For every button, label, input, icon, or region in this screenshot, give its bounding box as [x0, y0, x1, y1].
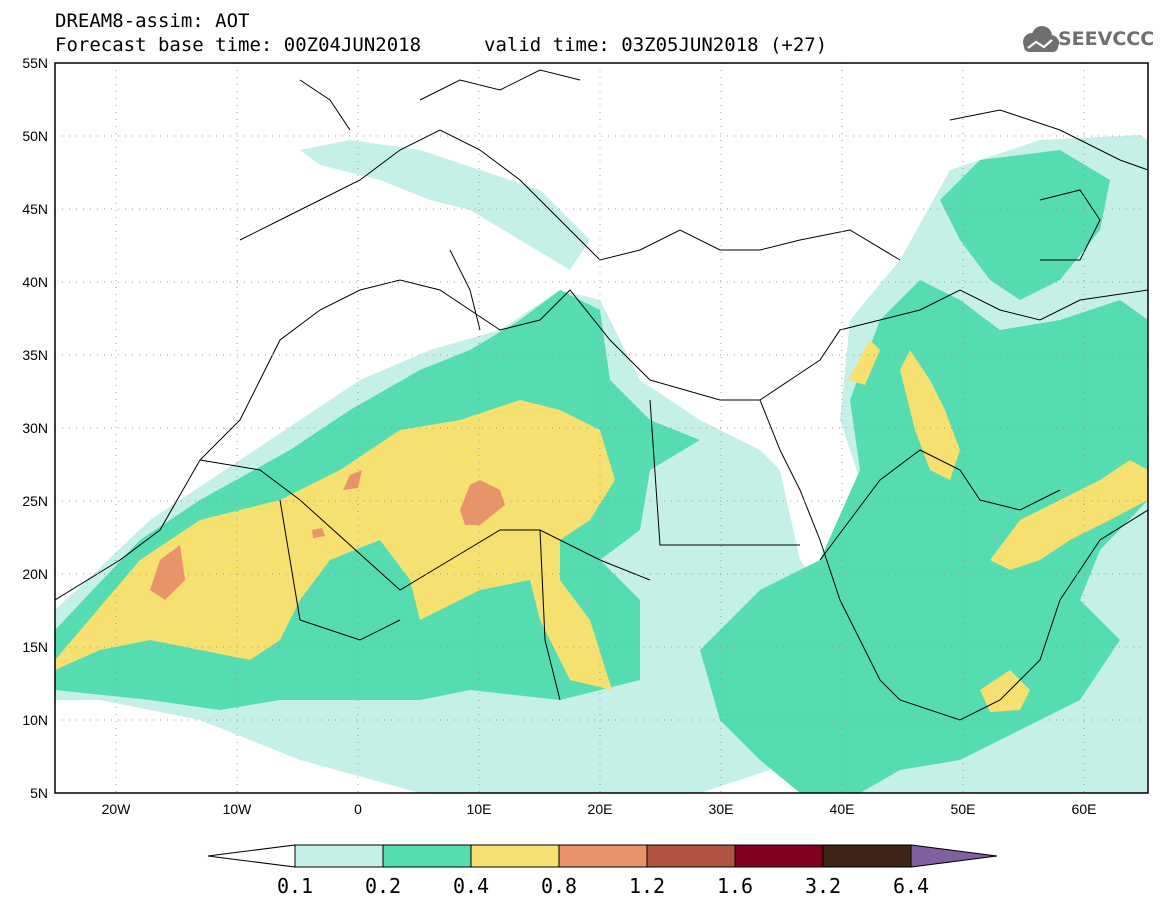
lon-label: 50E: [951, 801, 976, 817]
lat-label: 55N: [22, 55, 48, 71]
aot-band-08-12: [150, 470, 505, 600]
aot-band-04-08: [55, 340, 1148, 712]
colorbar-label: 3.2: [805, 874, 841, 898]
lon-label: 30E: [709, 801, 734, 817]
lon-label: 60E: [1072, 801, 1097, 817]
lon-labels: 20W 10W 0 10E 20E 30E 40E 50E 60E: [102, 801, 1097, 817]
lat-label: 5N: [30, 785, 48, 801]
lon-label: 10W: [223, 801, 253, 817]
lon-label: 20E: [588, 801, 613, 817]
colorbar-label: 1.2: [629, 874, 665, 898]
lat-label: 40N: [22, 274, 48, 290]
colorbar: [207, 844, 998, 868]
valid-time: valid time: 03Z05JUN2018 (+27): [484, 34, 828, 56]
colorbar-high-arrow: [910, 844, 998, 868]
lat-labels: 55N 50N 45N 40N 35N 30N 25N 20N 15N 10N …: [22, 55, 48, 801]
title-line-1: DREAM8-assim: AOT: [55, 10, 250, 32]
colorbar-label: 1.6: [717, 874, 753, 898]
colorbar-swatch: [470, 844, 560, 868]
colorbar-label: 0.2: [365, 874, 401, 898]
lat-label: 30N: [22, 420, 48, 436]
graticule: [55, 63, 1148, 793]
colorbar-swatch: [646, 844, 736, 868]
colorbar-label: 0.4: [453, 874, 489, 898]
colorbar-label: 0.8: [541, 874, 577, 898]
lat-label: 20N: [22, 566, 48, 582]
coastlines: [55, 69, 1148, 721]
colorbar-swatch: [558, 844, 648, 868]
lat-label: 15N: [22, 639, 48, 655]
lon-label: 0: [354, 801, 362, 817]
lat-label: 10N: [22, 712, 48, 728]
colorbar-low-arrow: [207, 844, 296, 868]
lon-label: 20W: [102, 801, 132, 817]
colorbar-swatch: [294, 844, 384, 868]
lon-label: 40E: [830, 801, 855, 817]
lat-label: 35N: [22, 347, 48, 363]
lat-label: 50N: [22, 128, 48, 144]
lat-label: 25N: [22, 493, 48, 509]
logo-text: SEEVCCC: [1058, 28, 1155, 50]
colorbar-labels: 0.1 0.2 0.4 0.8 1.2 1.6 3.2 6.4: [277, 874, 929, 898]
map-frame: [54, 62, 1149, 794]
colorbar-label: 0.1: [277, 874, 313, 898]
colorbar-label: 6.4: [893, 874, 929, 898]
aot-fields: [55, 135, 1148, 793]
colorbar-swatch: [382, 844, 472, 868]
lon-label: 10E: [467, 801, 492, 817]
lat-label: 45N: [22, 201, 48, 217]
cloud-icon: [1023, 26, 1059, 52]
colorbar-swatch: [734, 844, 824, 868]
colorbar-swatch: [822, 844, 912, 868]
forecast-base-time: Forecast base time: 00Z04JUN2018: [55, 34, 422, 56]
